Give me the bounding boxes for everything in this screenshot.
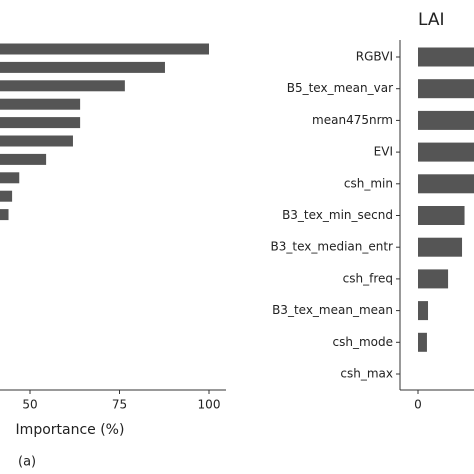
bar: [418, 237, 463, 257]
bar: [0, 117, 81, 129]
y-tick-label: csh_mode: [333, 335, 394, 349]
y-tick-label: csh_freq: [343, 271, 393, 285]
bar: [0, 80, 125, 92]
bar: [418, 269, 449, 289]
bar: [418, 142, 474, 162]
bar: [0, 98, 81, 110]
bar: [418, 206, 465, 225]
bar: [0, 190, 13, 202]
bar: [418, 332, 427, 352]
x-tick-label: 100: [198, 398, 221, 412]
x-tick-label: 0: [414, 398, 422, 412]
bar: [418, 47, 474, 67]
bar: [418, 301, 429, 321]
y-tick-label: B5_tex_mean_var: [287, 81, 393, 95]
bar: [0, 172, 20, 184]
y-tick-label: EVI: [374, 145, 393, 159]
y-tick-label: RGBVI: [356, 50, 393, 64]
bar: [0, 43, 209, 55]
bar: [0, 135, 73, 147]
y-tick-label: csh_min: [344, 176, 393, 190]
x-tick-label: 75: [112, 398, 127, 412]
x-tick-label: 50: [22, 398, 37, 412]
bar: [0, 209, 9, 221]
y-tick-label: B3_tex_mean_mean: [272, 303, 393, 317]
bar: [0, 153, 47, 165]
y-tick-label: csh_max: [340, 367, 393, 381]
bar: [0, 61, 165, 73]
y-tick-label: B3_tex_median_entr: [271, 240, 394, 254]
bar: [418, 110, 474, 130]
chart-title: LAI: [418, 10, 445, 30]
y-tick-label: B3_tex_min_secnd: [282, 208, 393, 222]
y-tick-label: mean475nrm: [312, 113, 393, 127]
panel-label: (a): [18, 455, 36, 470]
bar: [418, 79, 474, 99]
bar: [418, 174, 474, 194]
x-axis-label: Importance (%): [16, 422, 125, 438]
